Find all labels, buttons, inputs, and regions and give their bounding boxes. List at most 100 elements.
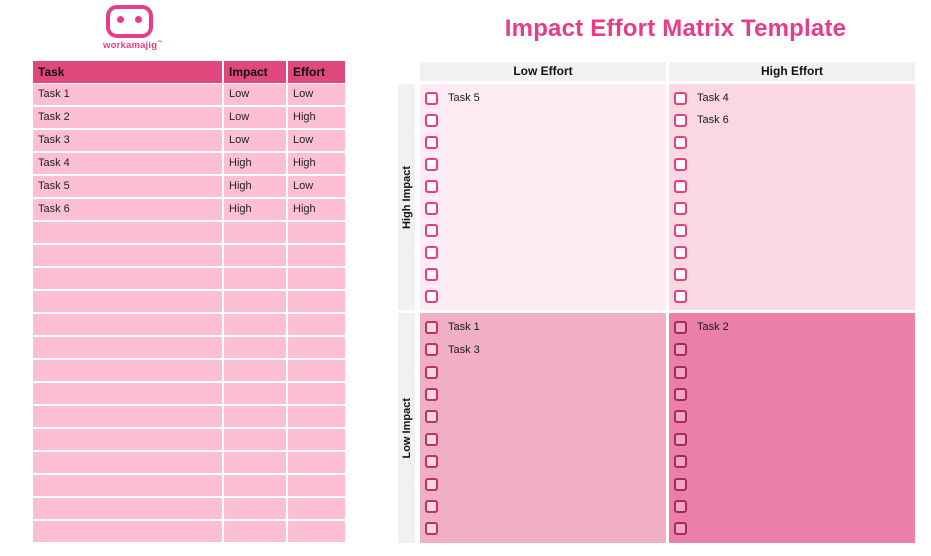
- table-cell-impact[interactable]: [224, 429, 286, 450]
- table-cell-effort[interactable]: Low: [288, 84, 345, 105]
- table-cell-task[interactable]: [33, 291, 222, 312]
- table-cell-impact[interactable]: [224, 475, 286, 496]
- table-cell-effort[interactable]: [288, 475, 345, 496]
- table-cell-impact[interactable]: High: [224, 153, 286, 174]
- task-checkbox[interactable]: [425, 522, 438, 536]
- table-cell-task[interactable]: [33, 314, 222, 335]
- table-cell-effort[interactable]: [288, 452, 345, 473]
- task-checkbox[interactable]: [674, 157, 687, 171]
- task-checkbox[interactable]: [674, 387, 687, 401]
- table-cell-task[interactable]: [33, 337, 222, 358]
- task-checkbox[interactable]: [674, 432, 687, 446]
- table-cell-task[interactable]: [33, 406, 222, 427]
- table-cell-impact[interactable]: [224, 245, 286, 266]
- task-checkbox[interactable]: [425, 432, 438, 446]
- table-cell-task[interactable]: Task 4: [33, 153, 222, 174]
- table-cell-impact[interactable]: High: [224, 199, 286, 220]
- task-checkbox[interactable]: [674, 179, 687, 193]
- table-cell-impact[interactable]: [224, 406, 286, 427]
- task-checkbox[interactable]: [425, 499, 438, 513]
- table-cell-task[interactable]: [33, 475, 222, 496]
- task-checkbox[interactable]: [674, 135, 687, 149]
- task-checkbox[interactable]: [425, 320, 438, 334]
- table-cell-effort[interactable]: [288, 245, 345, 266]
- table-cell-impact[interactable]: [224, 498, 286, 519]
- task-checkbox[interactable]: [674, 267, 687, 281]
- table-cell-impact[interactable]: [224, 452, 286, 473]
- task-checkbox[interactable]: [425, 135, 438, 149]
- table-cell-effort[interactable]: [288, 291, 345, 312]
- table-cell-task[interactable]: Task 3: [33, 130, 222, 151]
- table-cell-task[interactable]: [33, 222, 222, 243]
- table-cell-task[interactable]: [33, 245, 222, 266]
- task-checkbox[interactable]: [674, 289, 687, 303]
- table-cell-impact[interactable]: [224, 314, 286, 335]
- table-cell-task[interactable]: Task 6: [33, 199, 222, 220]
- task-checkbox[interactable]: [425, 343, 438, 357]
- table-cell-task[interactable]: [33, 383, 222, 404]
- table-cell-task[interactable]: Task 5: [33, 176, 222, 197]
- table-cell-task[interactable]: [33, 268, 222, 289]
- table-cell-effort[interactable]: [288, 406, 345, 427]
- table-cell-effort[interactable]: High: [288, 199, 345, 220]
- table-cell-effort[interactable]: [288, 429, 345, 450]
- task-checkbox[interactable]: [425, 91, 438, 105]
- table-cell-impact[interactable]: Low: [224, 130, 286, 151]
- table-cell-effort[interactable]: [288, 360, 345, 381]
- table-cell-effort[interactable]: [288, 521, 345, 542]
- task-checkbox[interactable]: [674, 343, 687, 357]
- task-checkbox[interactable]: [425, 289, 438, 303]
- table-cell-impact[interactable]: High: [224, 176, 286, 197]
- task-checkbox[interactable]: [425, 455, 438, 469]
- table-cell-task[interactable]: Task 2: [33, 107, 222, 128]
- table-cell-task[interactable]: [33, 360, 222, 381]
- task-checkbox[interactable]: [674, 113, 687, 127]
- table-cell-effort[interactable]: High: [288, 107, 345, 128]
- task-checkbox[interactable]: [674, 91, 687, 105]
- table-cell-effort[interactable]: Low: [288, 130, 345, 151]
- table-cell-impact[interactable]: Low: [224, 84, 286, 105]
- task-checkbox[interactable]: [674, 320, 687, 334]
- task-checkbox[interactable]: [425, 201, 438, 215]
- task-checkbox[interactable]: [425, 223, 438, 237]
- task-checkbox[interactable]: [674, 410, 687, 424]
- table-cell-effort[interactable]: [288, 268, 345, 289]
- task-checkbox[interactable]: [425, 157, 438, 171]
- table-cell-impact[interactable]: [224, 383, 286, 404]
- task-checkbox[interactable]: [674, 201, 687, 215]
- table-cell-effort[interactable]: [288, 383, 345, 404]
- task-checkbox[interactable]: [674, 499, 687, 513]
- task-checkbox[interactable]: [674, 522, 687, 536]
- task-checkbox[interactable]: [425, 410, 438, 424]
- table-cell-task[interactable]: [33, 429, 222, 450]
- table-cell-impact[interactable]: Low: [224, 107, 286, 128]
- task-checkbox[interactable]: [674, 223, 687, 237]
- task-checkbox[interactable]: [425, 179, 438, 193]
- table-cell-impact[interactable]: [224, 521, 286, 542]
- table-cell-impact[interactable]: [224, 337, 286, 358]
- table-cell-effort[interactable]: High: [288, 153, 345, 174]
- table-cell-impact[interactable]: [224, 222, 286, 243]
- table-cell-effort[interactable]: [288, 314, 345, 335]
- table-cell-task[interactable]: [33, 498, 222, 519]
- task-checkbox[interactable]: [425, 245, 438, 259]
- table-cell-impact[interactable]: [224, 268, 286, 289]
- task-checkbox[interactable]: [425, 267, 438, 281]
- table-cell-task[interactable]: [33, 521, 222, 542]
- task-checkbox[interactable]: [674, 477, 687, 491]
- table-cell-task[interactable]: [33, 452, 222, 473]
- table-cell-effort[interactable]: [288, 498, 345, 519]
- table-cell-impact[interactable]: [224, 291, 286, 312]
- table-cell-effort[interactable]: [288, 222, 345, 243]
- table-cell-impact[interactable]: [224, 360, 286, 381]
- task-checkbox[interactable]: [425, 365, 438, 379]
- task-checkbox[interactable]: [425, 387, 438, 401]
- table-cell-effort[interactable]: [288, 337, 345, 358]
- task-checkbox[interactable]: [674, 455, 687, 469]
- task-checkbox[interactable]: [425, 477, 438, 491]
- task-checkbox[interactable]: [674, 365, 687, 379]
- table-cell-effort[interactable]: Low: [288, 176, 345, 197]
- task-checkbox[interactable]: [674, 245, 687, 259]
- table-cell-task[interactable]: Task 1: [33, 84, 222, 105]
- task-checkbox[interactable]: [425, 113, 438, 127]
